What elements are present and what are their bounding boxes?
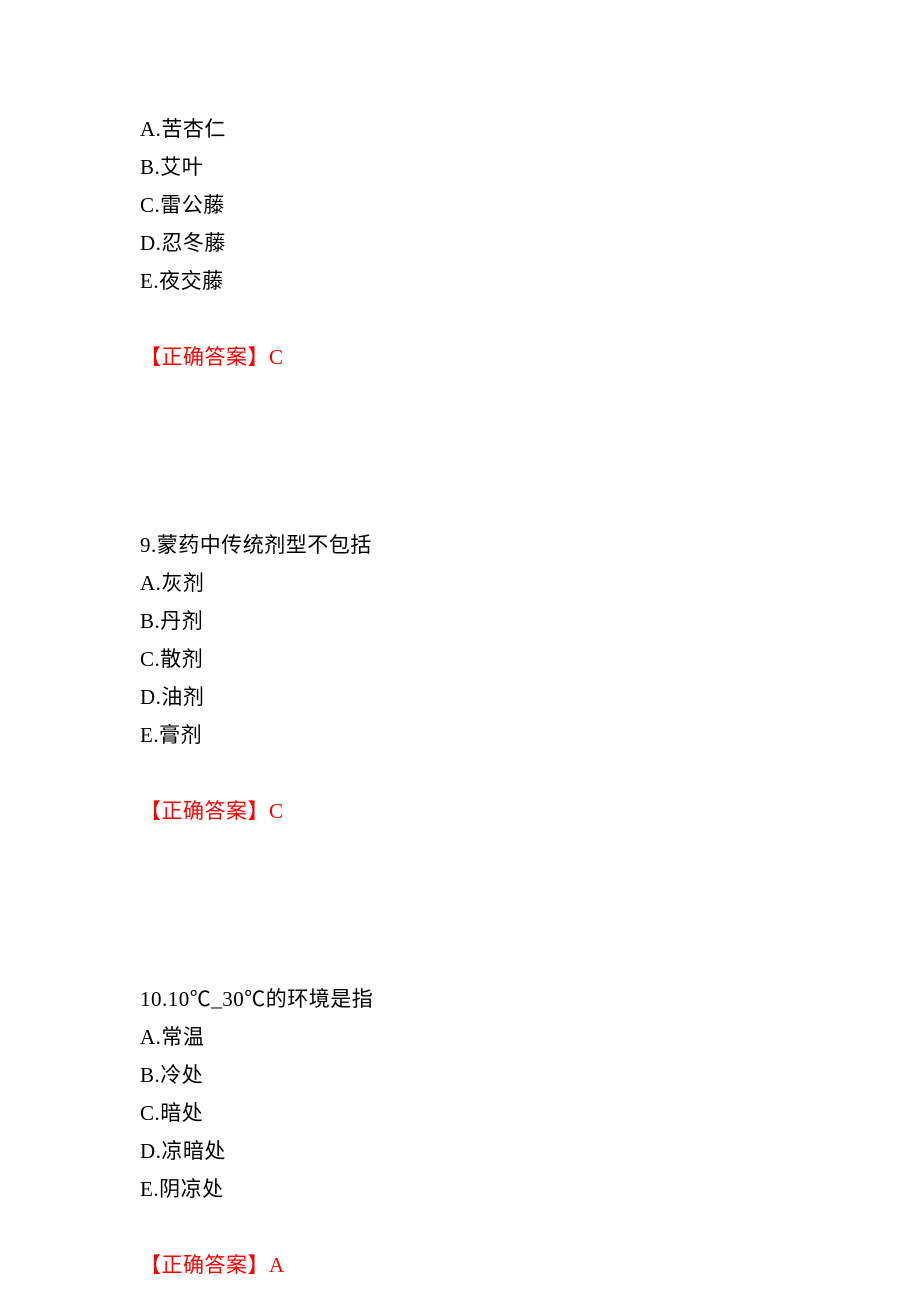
question-block-9: 9.蒙药中传统剂型不包括 A.灰剂 B.丹剂 C.散剂 D.油剂 E.膏剂 【正…	[140, 526, 780, 830]
option-d: D.忍冬藤	[140, 224, 780, 262]
option-a: A.灰剂	[140, 564, 780, 602]
option-c: C.雷公藤	[140, 186, 780, 224]
option-d: D.凉暗处	[140, 1132, 780, 1170]
answer-value: C	[269, 345, 284, 369]
option-a: A.苦杏仁	[140, 110, 780, 148]
option-a: A.常温	[140, 1018, 780, 1056]
option-c: C.散剂	[140, 640, 780, 678]
question-block-8: A.苦杏仁 B.艾叶 C.雷公藤 D.忍冬藤 E.夜交藤 【正确答案】C	[140, 110, 780, 376]
question-stem: 9.蒙药中传统剂型不包括	[140, 526, 780, 564]
option-b: B.丹剂	[140, 602, 780, 640]
option-b: B.艾叶	[140, 148, 780, 186]
option-b: B.冷处	[140, 1056, 780, 1094]
option-d: D.油剂	[140, 678, 780, 716]
option-e: E.阴凉处	[140, 1170, 780, 1208]
option-c: C.暗处	[140, 1094, 780, 1132]
answer-line: 【正确答案】C	[140, 792, 780, 830]
answer-label: 【正确答案】	[140, 799, 269, 823]
answer-value: A	[269, 1253, 285, 1277]
answer-line: 【正确答案】C	[140, 338, 780, 376]
question-block-10: 10.10℃_30℃的环境是指 A.常温 B.冷处 C.暗处 D.凉暗处 E.阴…	[140, 980, 780, 1284]
question-stem: 10.10℃_30℃的环境是指	[140, 980, 780, 1018]
answer-label: 【正确答案】	[140, 1253, 269, 1277]
answer-line: 【正确答案】A	[140, 1246, 780, 1284]
answer-label: 【正确答案】	[140, 345, 269, 369]
answer-value: C	[269, 799, 284, 823]
option-e: E.夜交藤	[140, 262, 780, 300]
option-e: E.膏剂	[140, 716, 780, 754]
